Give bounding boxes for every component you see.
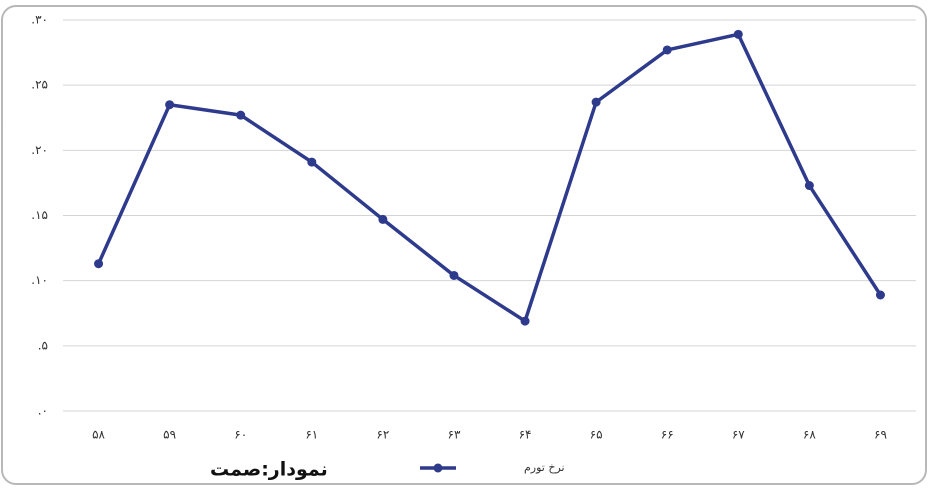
x-tick-label: ۵۹ [163,428,176,442]
x-tick-label: ۶۹ [874,428,887,442]
y-tick-label: .۱۵ [31,208,48,222]
point [591,97,601,107]
y-tick-label: .۰ [38,404,48,418]
legend-label: نرخ تورم [524,461,565,474]
point [236,110,246,120]
y-tick-label: .۱۰ [31,273,48,287]
x-tick-label: ۶۵ [590,428,603,442]
x-tick-label: ۶۲ [376,428,389,442]
chart-title: نمودار:صمت [210,459,328,481]
point [804,181,814,191]
point [449,270,459,280]
y-tick-label: .۳۰ [31,13,48,27]
point [733,29,743,39]
x-tick-label: ۶۷ [732,428,745,442]
point [94,259,104,269]
point [875,290,885,300]
frame [1,5,927,485]
x-tick-label: ۶۳ [448,428,461,442]
x-tick-label: ۶۸ [803,428,816,442]
point [165,100,175,110]
point [520,316,530,326]
x-tick-label: ۵۸ [92,428,105,442]
point [307,157,317,167]
y-tick-label: .۲۵ [31,78,48,92]
y-tick-label: .۵ [38,338,48,352]
point [662,45,672,55]
legend-marker [433,463,443,473]
x-tick-label: ۶۰ [234,428,247,442]
series-line [96,32,882,323]
x-tick-label: ۶۱ [305,428,318,442]
point [378,214,388,224]
y-tick-label: .۲۰ [31,143,48,157]
x-tick-label: ۶۶ [661,428,674,442]
x-tick-label: ۶۴ [519,428,532,442]
